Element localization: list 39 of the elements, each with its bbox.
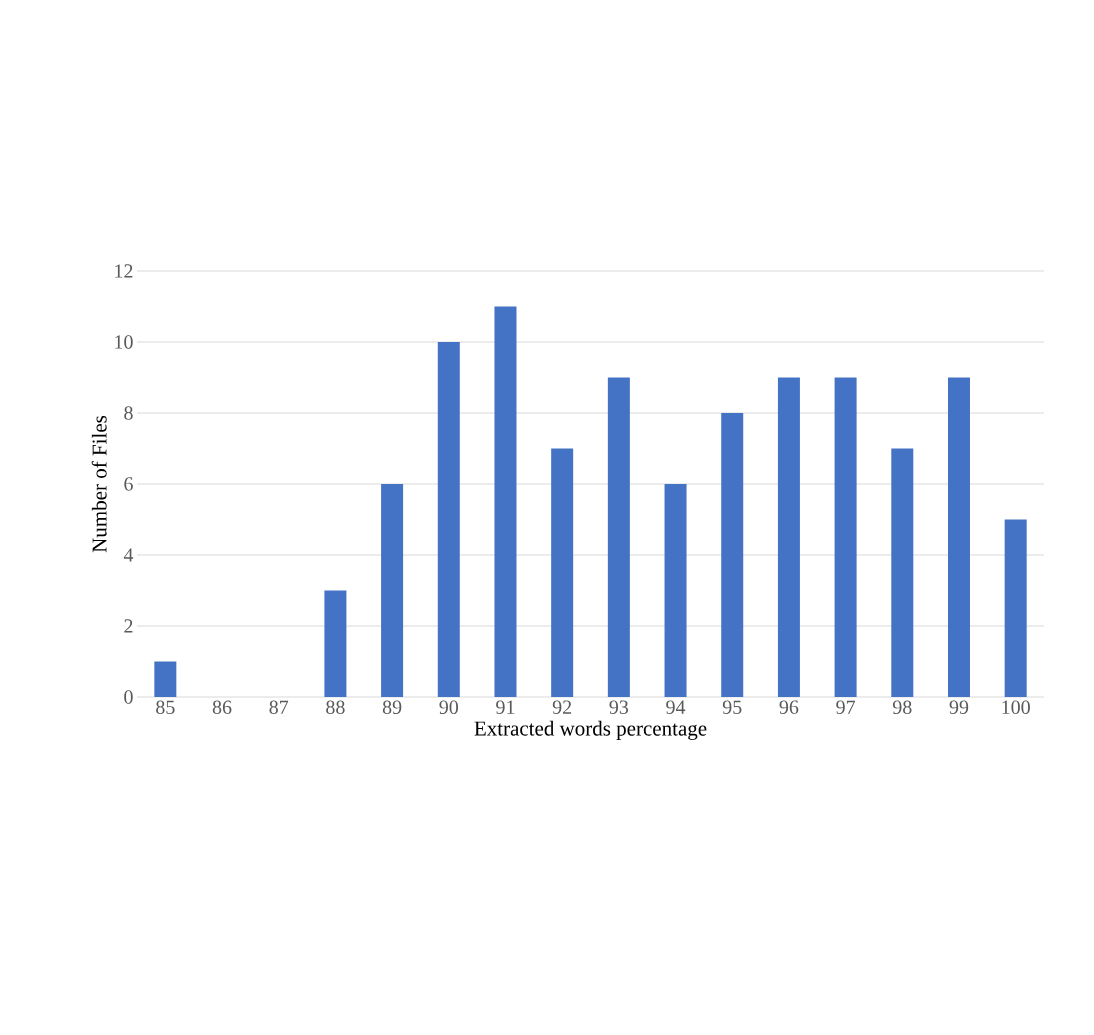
- bar: [437, 341, 460, 697]
- y-tick-label: 4: [123, 548, 134, 562]
- bar: [1004, 519, 1027, 697]
- bar: [721, 412, 744, 697]
- bar: [551, 448, 574, 697]
- y-tick-label: 6: [124, 477, 133, 491]
- y-tick-label: 8: [124, 406, 133, 420]
- x-tick-label: 92: [552, 700, 572, 714]
- x-tick-label: 95: [722, 700, 742, 714]
- x-tick-label: 100: [1002, 700, 1030, 715]
- x-tick-label: 93: [609, 700, 629, 714]
- bar: [664, 483, 687, 697]
- bar: [494, 306, 517, 697]
- bar: [834, 377, 857, 697]
- x-tick-label: 88: [326, 700, 345, 715]
- x-tick-label: 85: [156, 700, 175, 715]
- x-tick-label: 90: [439, 700, 459, 715]
- x-axis-title: Extracted words percentage: [474, 720, 707, 740]
- y-tick-label: 12: [115, 264, 133, 278]
- bar: [891, 448, 914, 697]
- x-tick-label: 87: [269, 700, 289, 715]
- x-tick-label: 97: [836, 700, 856, 714]
- x-tick-label: 96: [779, 700, 799, 714]
- x-tick-label: 99: [949, 700, 969, 714]
- x-tick-label: 86: [212, 700, 232, 715]
- y-tick-label: 2: [124, 619, 133, 633]
- x-tick-label: 94: [666, 700, 686, 714]
- x-tick-label: 91: [496, 700, 515, 714]
- bar: [154, 661, 177, 697]
- bar: [947, 377, 970, 697]
- bar: [777, 377, 800, 697]
- bar: [324, 590, 347, 697]
- bar: [607, 377, 630, 697]
- x-tick-label: 98: [892, 700, 912, 715]
- y-tick-label: 0: [124, 690, 133, 704]
- bar: [381, 483, 404, 697]
- y-tick-label: 10: [115, 335, 133, 349]
- x-tick-label: 89: [382, 700, 402, 715]
- y-axis-title: Number of Files: [91, 415, 107, 553]
